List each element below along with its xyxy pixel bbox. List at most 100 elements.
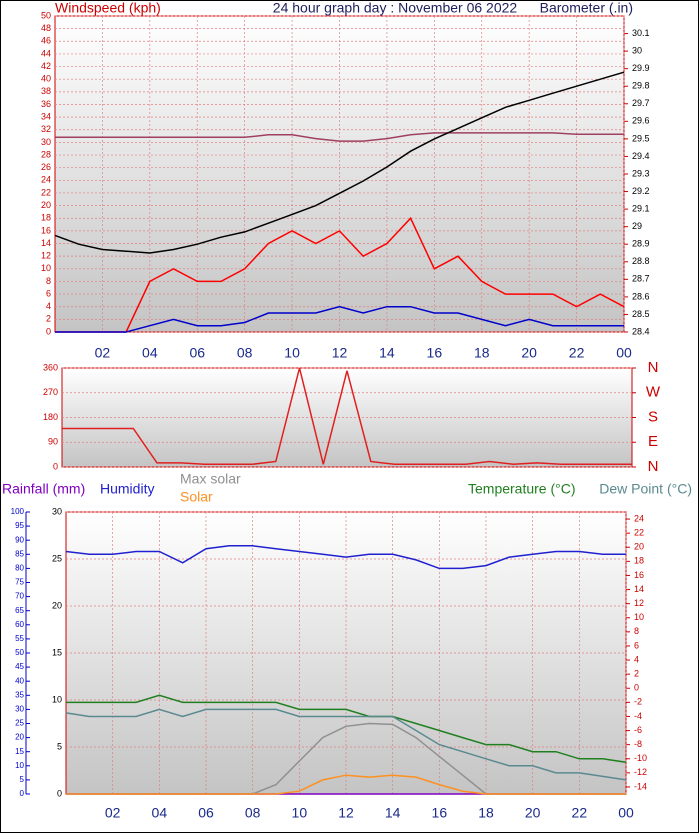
y-tick-label: 25 — [52, 553, 62, 563]
series-line — [66, 694, 627, 764]
x-tick-label: 14 — [385, 805, 401, 821]
y2-tick-label: 28.7 — [632, 274, 650, 284]
x-tick-label: 16 — [427, 345, 443, 361]
y-tick-label: 5 — [57, 741, 62, 751]
x-tick-label: 04 — [142, 345, 158, 361]
y2-tick-label: 29.9 — [632, 63, 650, 73]
y2-tick-label: S — [648, 408, 658, 425]
y-tick-label: 10 — [41, 263, 51, 273]
series-line — [65, 708, 627, 781]
y3-tick-label: 50 — [15, 648, 24, 657]
x-tick-label: 08 — [245, 805, 261, 821]
y-tick-label: 90 — [48, 437, 58, 447]
y2-tick-label: 12 — [634, 598, 644, 608]
y-tick-label: 22 — [41, 187, 51, 197]
x-tick-label: 14 — [379, 345, 395, 361]
y3-tick-label: 20 — [15, 733, 24, 742]
y-tick-label: 14 — [41, 238, 51, 248]
x-tick-label: 12 — [338, 805, 354, 821]
y-tick-label: 44 — [41, 48, 51, 58]
y2-tick-label: 14 — [634, 584, 644, 594]
y-tick-label: 20 — [41, 200, 51, 210]
y-tick-label: 48 — [41, 23, 51, 33]
y2-tick-label: 29.5 — [632, 133, 650, 143]
y2-tick-label: -8 — [634, 739, 642, 749]
y2-tick-label: 28.8 — [632, 256, 650, 266]
y-tick-label: 10 — [52, 694, 62, 704]
y2-tick-label: 16 — [634, 570, 644, 580]
x-tick-label: 08 — [237, 345, 253, 361]
legend-label: Dew Point (°C) — [599, 481, 692, 497]
series-line — [65, 545, 626, 570]
y-tick-label: 50 — [41, 10, 51, 20]
y3-tick-label: 60 — [15, 620, 24, 629]
y2-tick-label: 10 — [634, 612, 644, 622]
y-tick-label: 2 — [46, 314, 51, 324]
y2-tick-label: E — [648, 433, 658, 450]
y3-tick-label: 0 — [20, 789, 25, 798]
series-line — [66, 774, 626, 795]
y2-tick-label: 28.5 — [632, 309, 650, 319]
y3-tick-label: 35 — [15, 690, 24, 699]
y-tick-label: 4 — [46, 301, 51, 311]
x-tick-label: 20 — [521, 345, 537, 361]
y-tick-label: 30 — [41, 137, 51, 147]
y-tick-label: 0 — [46, 326, 51, 336]
x-tick-label: 20 — [525, 805, 541, 821]
y3-tick-label: 5 — [20, 775, 25, 784]
y2-tick-label: 29.2 — [632, 186, 650, 196]
y-axis-label: Windspeed (kph) — [55, 0, 161, 16]
y-tick-label: 40 — [41, 74, 51, 84]
y-tick-label: 18 — [41, 213, 51, 223]
x-tick-label: 18 — [474, 345, 490, 361]
y2-tick-label: 29.4 — [632, 151, 650, 161]
y2-tick-label: 8 — [634, 626, 639, 636]
y2-tick-label: 30.1 — [632, 28, 650, 38]
y2-tick-label: 6 — [634, 640, 639, 650]
y2-tick-label: 29.1 — [632, 203, 650, 213]
y-tick-label: 15 — [52, 647, 62, 657]
x-tick-label: 18 — [478, 805, 494, 821]
series-line — [54, 71, 625, 254]
y3-tick-label: 90 — [15, 535, 24, 544]
y2-tick-label: 0 — [634, 683, 639, 693]
y3-tick-label: 10 — [15, 761, 24, 770]
y2-tick-label: 29.8 — [632, 81, 650, 91]
y3-tick-label: 75 — [15, 578, 24, 587]
series-line — [55, 305, 624, 333]
y2-tick-label: W — [646, 384, 661, 401]
y2-tick-label: N — [648, 359, 659, 376]
x-tick-label: 12 — [332, 345, 348, 361]
y3-tick-label: 65 — [15, 606, 24, 615]
y2-tick-label: 22 — [634, 528, 644, 538]
y2-tick-label: 20 — [634, 542, 644, 552]
y2-tick-label: -10 — [634, 753, 647, 763]
chart-title: 24 hour graph day : November 06 2022 — [273, 0, 518, 16]
series-line — [62, 367, 632, 466]
y3-tick-label: 15 — [15, 747, 24, 756]
x-tick-label: 10 — [284, 345, 300, 361]
x-tick-label: 06 — [198, 805, 214, 821]
y3-tick-label: 25 — [15, 719, 24, 728]
x-tick-label: 22 — [572, 805, 588, 821]
y-tick-label: 38 — [41, 86, 51, 96]
y-tick-label: 360 — [43, 362, 58, 372]
y-tick-label: 36 — [41, 99, 51, 109]
legend-label: Humidity — [100, 481, 154, 497]
y3-tick-label: 55 — [15, 634, 24, 643]
y2-tick-label: -4 — [634, 711, 642, 721]
y-tick-label: 16 — [41, 225, 51, 235]
y-tick-label: 180 — [43, 412, 58, 422]
y2-tick-label: 29 — [632, 221, 642, 231]
y3-tick-label: 85 — [15, 549, 24, 558]
y-tick-label: 34 — [41, 111, 51, 121]
y-tick-label: 8 — [46, 276, 51, 286]
y3-tick-label: 30 — [15, 705, 24, 714]
y2-tick-label: 2 — [634, 669, 639, 679]
y2-tick-label: -6 — [634, 725, 642, 735]
y2-tick-label: 29.3 — [632, 168, 650, 178]
x-tick-label: 22 — [569, 345, 585, 361]
x-tick-label: 00 — [616, 345, 632, 361]
y2-tick-label: 24 — [634, 513, 644, 523]
series-line — [55, 132, 624, 142]
